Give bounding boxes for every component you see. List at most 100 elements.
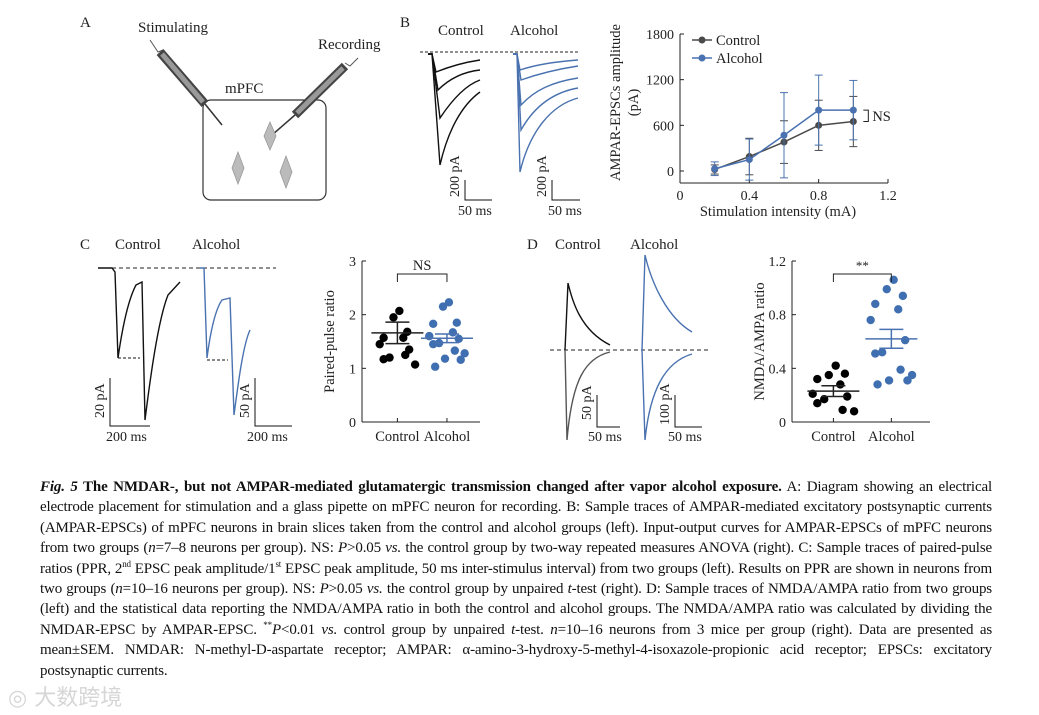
scale-y-label-2: 200 pA: [535, 155, 550, 198]
x-tick-label: Alcohol: [868, 429, 915, 445]
scale-y-label: 20 pA: [93, 383, 108, 419]
caption-segment: P: [272, 621, 282, 638]
panel-d-letter: D: [527, 237, 538, 253]
data-point-alcohol: [448, 328, 458, 337]
data-point-control: [849, 407, 859, 416]
data-point-alcohol: [882, 284, 891, 294]
caption-segment: control group by unpaired: [337, 621, 512, 638]
data-point-control: [813, 399, 822, 408]
y-tick-label: 0: [779, 416, 786, 431]
alcohol-ampa-traces: [513, 53, 579, 173]
panel-c-letter: C: [80, 237, 90, 253]
watermark: ◎ 大数跨境: [8, 686, 123, 711]
data-point-control: [395, 306, 404, 316]
caption-segment: P: [319, 581, 329, 598]
caption-segment: n: [550, 621, 558, 638]
data-point-alcohol: [871, 299, 880, 309]
input-output-chart: 0 600 1200 1800 0 0.4 0.8 1.2 Stimulation intens…: [608, 24, 897, 220]
data-point-alcohol: [460, 349, 469, 358]
control-nmda-trace: [564, 282, 611, 351]
scale-bar-c2: [254, 378, 292, 427]
scale-bar-d1: [596, 395, 620, 428]
figure-5: A Stimulating Recording mPFC B Control A…: [80, 15, 930, 445]
caption-segment: Fig. 5: [40, 479, 78, 495]
legend-label: Control: [716, 33, 760, 49]
data-point-control: [379, 355, 388, 364]
x-tick-label: 1.2: [879, 189, 897, 204]
caption-segment: =10–16 neurons per group). NS:: [122, 581, 320, 598]
caption-segment: t: [567, 581, 572, 598]
x-axis-label: Stimulation intensity (mA): [700, 204, 856, 220]
data-point-alcohol: [745, 156, 753, 164]
caption-segment: <0.01: [281, 621, 322, 638]
alcohol-ppr-trace: [200, 267, 251, 416]
data-point-alcohol: [711, 165, 719, 173]
data-point-alcohol: [438, 302, 448, 311]
mpfc-slice-box: [202, 99, 327, 201]
trace-label-alcohol: Alcohol: [192, 237, 240, 253]
caption-segment: vs.: [321, 621, 338, 638]
ns-bracket: [863, 109, 869, 123]
x-tick-label: 0.8: [810, 189, 828, 204]
scale-bar-b1: [464, 180, 492, 201]
data-point-alcohol: [871, 349, 880, 358]
scale-bar-c1: [109, 378, 150, 427]
caption-segment: A: Diagram showing an electrical electro…: [40, 479, 992, 557]
legend-marker: [698, 36, 706, 44]
caption-segment: n: [115, 581, 123, 598]
x-tick-label: Control: [375, 429, 419, 445]
data-point-control: [838, 405, 847, 415]
recording-label: Recording: [318, 37, 381, 53]
caption-segment: EPSC peak amplitude/1: [130, 560, 276, 577]
trace-label-control: Control: [555, 237, 601, 253]
data-point-control: [375, 339, 384, 349]
data-point-control: [389, 313, 398, 322]
neuron-icons: [231, 120, 293, 190]
data-point-alcohol: [877, 348, 887, 357]
caption-segment: -test (right). D: Sample traces of NMDA/…: [40, 581, 992, 638]
legend-marker: [698, 54, 706, 62]
x-tick-label: 0: [677, 189, 684, 204]
data-point-control: [403, 327, 412, 337]
y-tick-label: 600: [653, 119, 674, 134]
data-point-alcohol: [873, 380, 882, 389]
data-point-alcohol: [898, 291, 908, 301]
panel-d-traces: D Control Alcohol 50 pA 50 ms 100 pA 50 …: [527, 237, 710, 445]
x-tick-label: 0.4: [741, 189, 759, 204]
data-point-alcohol: [889, 275, 898, 284]
trace-label-control: Control: [438, 23, 484, 39]
x-tick-label: Control: [811, 429, 855, 445]
significance-label: NS: [413, 258, 432, 274]
scale-y-label: 50 pA: [580, 385, 595, 421]
data-point-control: [831, 361, 840, 370]
data-point-control: [401, 350, 410, 360]
data-point-alcohol: [900, 335, 910, 345]
data-point-control: [410, 360, 420, 369]
caption-segment: vs.: [366, 581, 383, 598]
data-point-alcohol: [450, 346, 460, 355]
data-point-alcohol: [815, 106, 823, 114]
data-point-alcohol: [425, 331, 434, 341]
caption-segment: P: [338, 540, 348, 557]
scale-x-label: 50 ms: [458, 204, 492, 219]
data-point-control: [813, 374, 822, 384]
caption-segment: =10–16 neurons from 3 mice per group (ri…: [40, 621, 993, 679]
recording-pipette-icon: [271, 57, 359, 136]
data-point-alcohol: [444, 298, 454, 307]
data-point-alcohol: [849, 106, 857, 114]
y-tick-label: 0.4: [769, 362, 787, 377]
data-point-control: [843, 392, 852, 401]
caption-segment: >0.05: [328, 581, 367, 598]
trace-label-alcohol: Alcohol: [630, 237, 678, 253]
data-point-alcohol: [428, 319, 438, 328]
caption-segment: =7–8 neurons per group). NS:: [155, 540, 339, 557]
data-point-alcohol: [894, 305, 903, 314]
caption-segment: nd: [122, 558, 131, 569]
caption-segment: **: [263, 619, 272, 630]
scale-x-label-2: 50 ms: [548, 204, 582, 219]
scale-y-label-2: 50 pA: [238, 383, 253, 419]
panel-a-diagram: A Stimulating Recording mPFC: [80, 15, 381, 201]
ns-label: NS: [872, 109, 891, 125]
panel-b-traces: B Control Alcohol 200 pA 50 ms 200 pA 50…: [400, 15, 582, 219]
